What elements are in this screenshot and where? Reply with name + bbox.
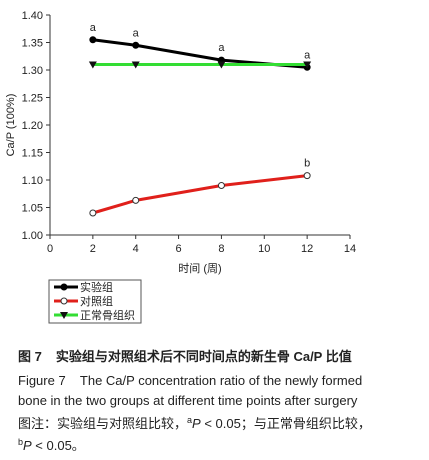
note-sup: b: [18, 437, 23, 447]
x-tick-label: 10: [258, 243, 270, 255]
marker: [303, 61, 312, 69]
y-tick-label: 1.30: [22, 65, 43, 77]
caption-note: bP < 0.05。: [18, 437, 85, 453]
legend-label: 正常骨组织: [80, 308, 135, 322]
marker: [132, 196, 140, 204]
marker: [88, 61, 97, 69]
note-text: 图注：实验组与对照组比较，: [18, 416, 187, 431]
legend-label: 实验组: [80, 280, 113, 294]
caption-en: bone in the two groups at different time…: [18, 393, 358, 408]
marker: [217, 61, 226, 69]
note-italic: P: [192, 416, 201, 431]
caption-label: 图 7: [18, 349, 42, 364]
point-annotation: a: [218, 42, 225, 54]
x-tick-label: 14: [344, 243, 356, 255]
x-tick-label: 4: [133, 243, 139, 255]
note-italic: P: [23, 438, 32, 453]
y-tick-label: 1.15: [22, 148, 43, 160]
y-tick-label: 1.40: [22, 10, 43, 22]
legend-box: [48, 279, 142, 324]
y-tick-label: 1.00: [22, 230, 43, 242]
y-tick-label: 1.20: [22, 120, 43, 132]
marker: [131, 61, 140, 69]
legend-label: 对照组: [80, 294, 113, 308]
x-axis-title: 时间 (周): [178, 262, 221, 275]
y-axis-title: Ca/P (100%): [5, 94, 17, 157]
x-tick-label: 12: [301, 243, 313, 255]
marker: [60, 312, 68, 319]
series-line: [92, 174, 308, 215]
note-text: < 0.05。: [32, 438, 85, 453]
marker: [132, 41, 140, 49]
x-tick-label: 6: [176, 243, 182, 255]
marker: [60, 297, 68, 305]
caption-en: Figure 7 The Ca/P concentration ratio of…: [18, 373, 362, 388]
marker: [217, 182, 225, 189]
point-annotation: a: [133, 27, 140, 39]
x-tick-label: 0: [47, 243, 53, 255]
x-tick-label: 8: [218, 243, 224, 255]
point-annotation: a: [90, 22, 97, 34]
note-text: < 0.05；与正常骨组织比较，: [201, 416, 371, 432]
note-sup: a: [187, 415, 192, 425]
marker: [89, 209, 97, 217]
y-tick-label: 1.35: [22, 38, 43, 50]
point-annotation: b: [304, 158, 310, 170]
y-tick-label: 1.10: [22, 175, 43, 187]
y-tick-label: 1.05: [22, 203, 43, 215]
marker: [89, 36, 97, 44]
point-annotation: a: [304, 49, 311, 61]
caption-title: 实验组与对照组术后不同时间点的新生骨 Ca/P 比值: [56, 349, 352, 364]
marker: [303, 172, 311, 180]
caption-cn: 图 7 实验组与对照组术后不同时间点的新生骨 Ca/P 比值: [18, 349, 352, 364]
y-tick-label: 1.25: [22, 93, 43, 105]
x-tick-label: 2: [90, 243, 96, 255]
marker: [60, 283, 68, 291]
caption-note: 图注：实验组与对照组比较，aP < 0.05；与正常骨组织比较，: [18, 415, 371, 432]
